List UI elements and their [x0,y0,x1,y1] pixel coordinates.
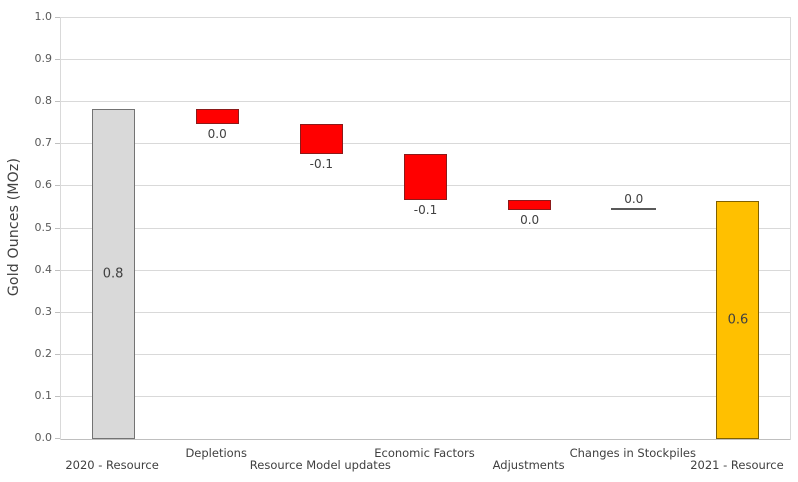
gridline [61,227,790,229]
y-tick-label: 0.0 [34,431,53,444]
y-tick-label: 0.8 [34,94,53,108]
y-tick-mark [55,17,60,18]
y-tick-label: 0.9 [34,52,53,66]
x-label-2021-resource: 2021 - Resource [690,458,784,472]
x-label-2020-resource: 2020 - Resource [65,458,159,472]
value-label-adjustments: 0.0 [520,212,540,227]
bar-adjustments [508,200,552,210]
y-tick-label: 0.2 [34,346,53,360]
gridline [61,101,790,103]
x-axis-line [61,439,790,440]
y-tick-mark [55,269,60,271]
value-label-changes-in-stockpiles: 0.0 [624,191,644,206]
bar-depletions [195,108,239,125]
y-tick-mark [55,353,60,355]
y-tick-mark [55,101,60,103]
x-label-resource-model-updates: Resource Model updates [249,458,391,472]
x-label-economic-factors: Economic Factors [374,446,475,460]
bar-changes-in-stockpiles [611,207,657,210]
bar-2021-resource [716,201,760,439]
gridline [61,17,790,18]
gridline [61,311,790,313]
bar-economic-factors [404,153,447,201]
y-tick-mark [55,438,60,439]
y-tick-label: 0.6 [34,178,53,192]
y-tick-mark [55,185,60,187]
y-tick-label: 0.3 [34,304,53,318]
gridline [61,59,790,61]
value-label-resource-model-updates: -0.1 [309,156,334,171]
y-tick-mark [55,59,60,61]
gridline [61,353,790,355]
x-label-adjustments: Adjustments [492,458,565,472]
x-label-depletions: Depletions [185,446,247,460]
y-tick-label: 0.7 [34,136,53,150]
y-tick-label: 0.5 [34,220,53,234]
value-label-2020-resource: 0.8 [102,266,124,282]
bar-2020-resource [91,108,135,439]
y-tick-label: 0.4 [34,262,53,276]
y-tick-mark [55,143,60,145]
y-tick-label: 1.0 [34,10,53,23]
y-tick-mark [55,227,60,229]
bar-resource-model-updates [299,124,343,154]
x-label-changes-in-stockpiles: Changes in Stockpiles [569,446,696,460]
gridline [61,395,790,397]
y-tick-mark [55,311,60,313]
gridline [61,143,790,145]
y-tick-mark [55,395,60,397]
plot-area: 0.8 0.0 -0.1 -0.1 0.0 0.0 0.6 [60,17,791,440]
value-label-depletions: 0.0 [207,127,227,142]
gridline [61,269,790,271]
value-label-economic-factors: -0.1 [413,203,438,218]
y-tick-label: 0.1 [34,388,53,402]
value-label-2021-resource: 0.6 [727,312,749,328]
